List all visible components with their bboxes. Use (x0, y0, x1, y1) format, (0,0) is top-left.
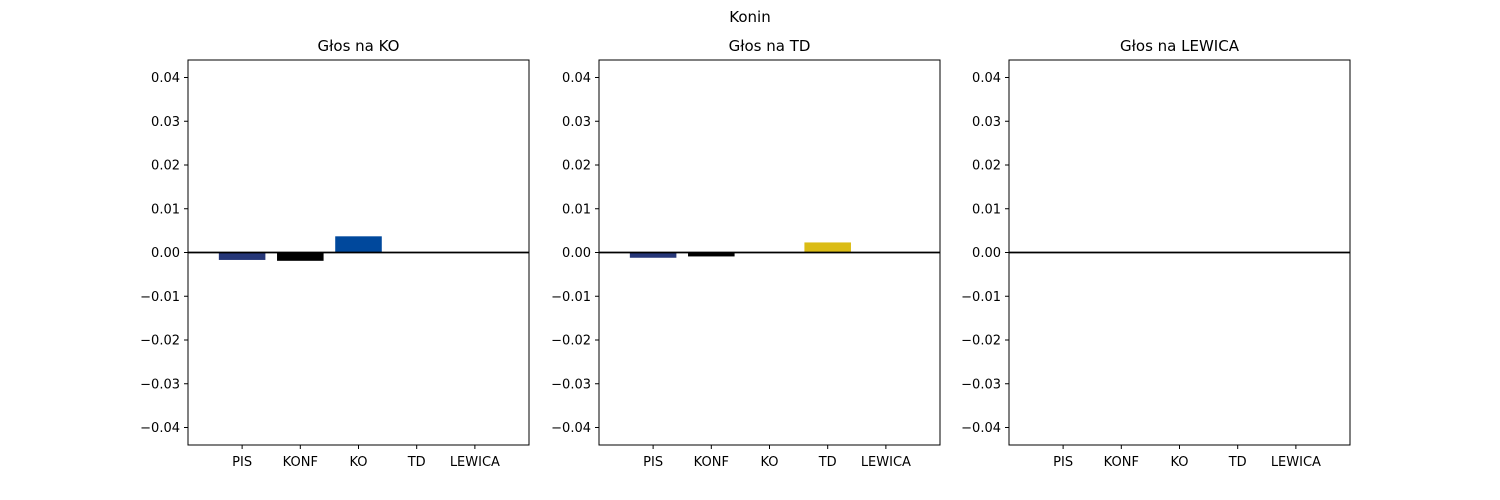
x-tick-label: TD (1228, 455, 1247, 470)
figure-suptitle: Konin (729, 8, 770, 26)
y-tick-label: 0.04 (151, 71, 180, 86)
x-tick-label: LEWICA (861, 455, 911, 470)
bar-konf (277, 252, 324, 261)
chart-panel-2: Głos na TD 0.04 0.03 0.02 0.01 0.00 −0.01 −0.02… (551, 37, 941, 470)
y-tick-label: 0.02 (562, 159, 591, 174)
x-tick-label: TD (407, 455, 426, 470)
y-tick-label: −0.02 (140, 334, 180, 349)
y-tick-label: 0.01 (972, 202, 1001, 217)
x-tick-label: TD (818, 455, 837, 470)
x-tick-label: PIS (643, 455, 663, 470)
y-tick-label: 0.00 (151, 246, 180, 261)
y-tick-label: 0.04 (972, 71, 1001, 86)
bar-td (804, 242, 851, 253)
y-tick-label: −0.03 (140, 377, 180, 392)
y-tick-label: 0.03 (151, 115, 180, 130)
x-tick-label: KO (349, 455, 367, 470)
y-tick-label: −0.01 (961, 290, 1001, 305)
y-tick-label: 0.04 (562, 71, 591, 86)
y-tick-label: 0.00 (562, 246, 591, 261)
panel-title: Głos na KO (318, 37, 400, 55)
y-tick-label: −0.01 (140, 290, 180, 305)
y-tick-label: 0.03 (562, 115, 591, 130)
y-tick-label: 0.01 (151, 202, 180, 217)
y-tick-label: −0.02 (551, 334, 591, 349)
chart-panel-3: Głos na LEWICA 0.04 0.03 0.02 0.01 0.00 −0.01 −… (961, 37, 1351, 470)
x-tick-label: LEWICA (1271, 455, 1321, 470)
x-tick-label: KONF (1104, 455, 1139, 470)
panel-title: Głos na TD (729, 37, 811, 55)
y-tick-label: −0.04 (961, 421, 1001, 436)
x-tick-label: KO (1170, 455, 1188, 470)
y-tick-label: 0.03 (972, 115, 1001, 130)
panel-title: Głos na LEWICA (1120, 37, 1240, 55)
x-tick-label: KO (760, 455, 778, 470)
y-tick-label: −0.03 (961, 377, 1001, 392)
chart-panels: Głos na KO 0.04 0.03 0.02 0.01 0.00 −0.01 −0.02… (140, 37, 1351, 470)
y-tick-label: 0.02 (151, 159, 180, 174)
bar-konf (688, 252, 735, 257)
x-tick-label: LEWICA (450, 455, 500, 470)
y-tick-label: 0.00 (972, 246, 1001, 261)
bar-pis (218, 252, 266, 260)
y-tick-label: −0.03 (551, 377, 591, 392)
x-tick-label: PIS (232, 455, 252, 470)
y-tick-label: −0.01 (551, 290, 591, 305)
y-tick-label: −0.04 (551, 421, 591, 436)
bar-pis (629, 252, 677, 258)
bar-ko (335, 236, 382, 253)
y-tick-label: −0.02 (961, 334, 1001, 349)
chart-panel-1: Głos na KO 0.04 0.03 0.02 0.01 0.00 −0.01 −0.02… (140, 37, 530, 470)
y-tick-label: 0.01 (562, 202, 591, 217)
x-tick-label: KONF (283, 455, 318, 470)
y-tick-label: 0.02 (972, 159, 1001, 174)
x-tick-label: KONF (694, 455, 729, 470)
x-tick-label: PIS (1053, 455, 1073, 470)
y-tick-label: −0.04 (140, 421, 180, 436)
